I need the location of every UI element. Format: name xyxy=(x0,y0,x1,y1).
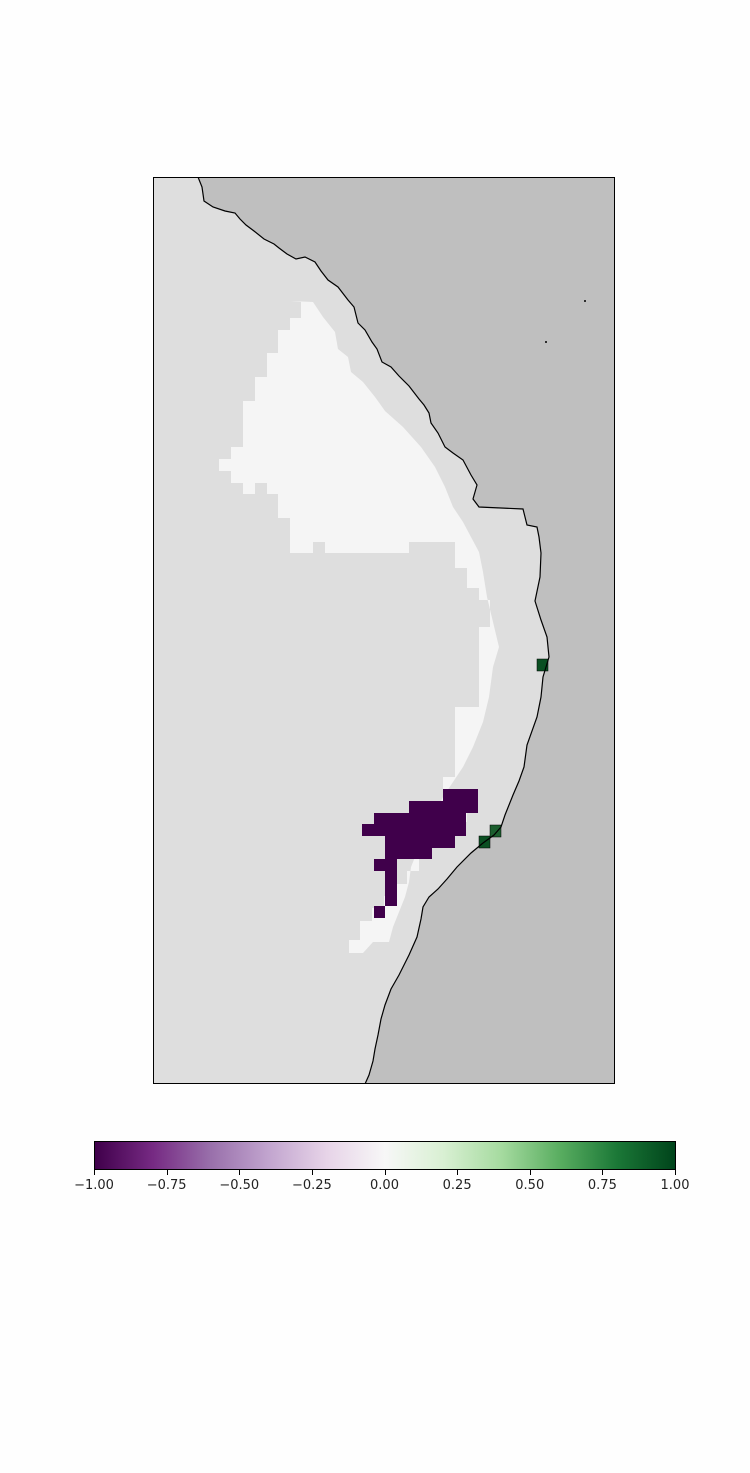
colorbar-tick-label: 0.25 xyxy=(442,1178,472,1193)
negative-value-cluster xyxy=(362,789,478,906)
colorbar-tick-label: 0.50 xyxy=(515,1178,545,1193)
positive-value-cell xyxy=(536,658,549,672)
colorbar-tick-mark xyxy=(602,1170,604,1175)
colorbar-tick-label: 0.00 xyxy=(370,1178,399,1193)
zero-value-region xyxy=(219,301,499,953)
positive-value-cell xyxy=(489,824,502,838)
colorbar-ticks: −1.00 −0.75 −0.50 −0.25 0.00 0.25 0.50 0.75 1.00 xyxy=(74,1170,689,1200)
colorbar-tick-label: −1.00 xyxy=(74,1178,114,1193)
map-canvas xyxy=(153,177,615,1084)
map-frame xyxy=(153,177,615,1084)
colorbar-tick-mark xyxy=(311,1170,313,1175)
colorbar-tick-mark xyxy=(675,1170,676,1175)
colorbar-tick-mark xyxy=(384,1170,386,1175)
colorbar-tick-mark xyxy=(166,1170,168,1175)
island-marker xyxy=(545,341,547,343)
negative-value-cell xyxy=(374,906,385,918)
colorbar-tick-label: −0.50 xyxy=(219,1178,260,1193)
ocean-area xyxy=(198,177,615,1084)
colorbar-tick-label: −0.25 xyxy=(291,1178,332,1193)
colorbar xyxy=(94,1141,676,1170)
colorbar-tick-mark xyxy=(529,1170,531,1175)
colorbar-tick-label: 1.00 xyxy=(660,1178,690,1193)
colorbar-tick-label: −0.75 xyxy=(146,1178,187,1193)
coastline xyxy=(197,177,550,1084)
colorbar-tick-mark xyxy=(239,1170,241,1175)
island-marker xyxy=(584,300,586,302)
colorbar-tick-label: 0.75 xyxy=(587,1178,617,1193)
colorbar-tick-mark xyxy=(457,1170,459,1175)
map-panel xyxy=(153,177,615,1084)
colorbar-tick-mark xyxy=(94,1170,95,1175)
